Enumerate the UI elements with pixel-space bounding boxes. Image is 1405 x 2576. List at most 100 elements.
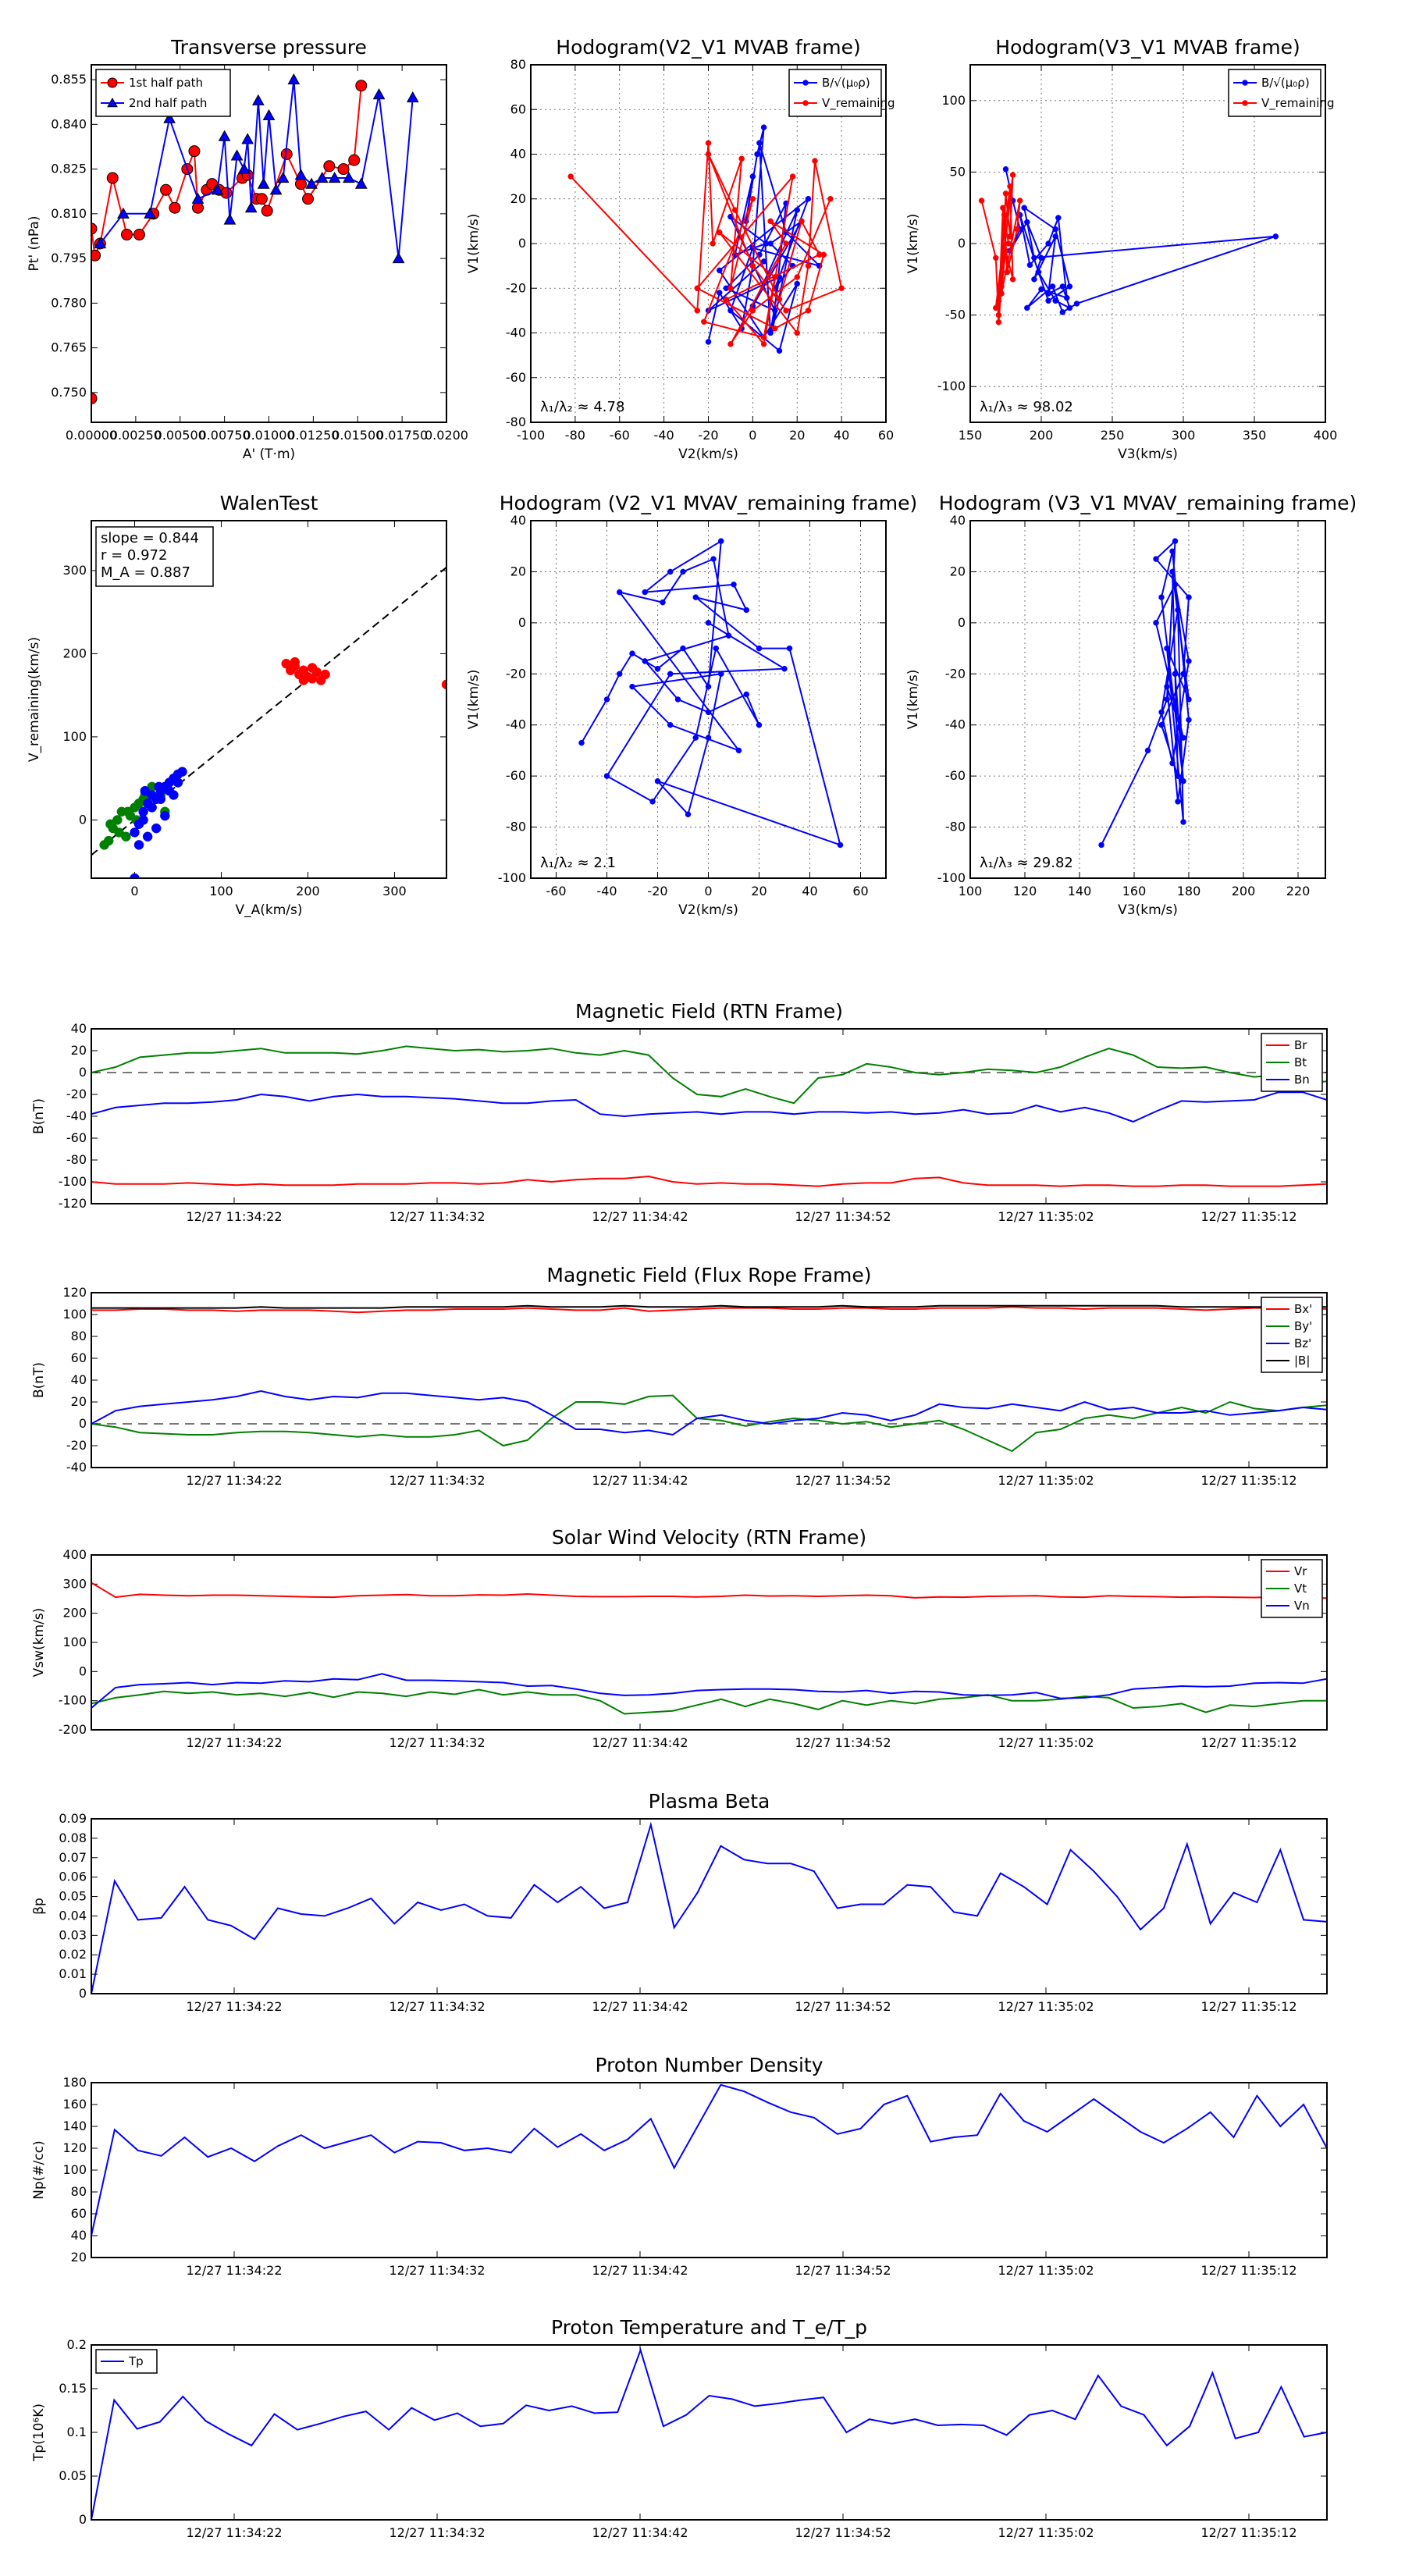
data-point — [287, 73, 301, 85]
legend-label: B/√(μ₀ρ) — [1261, 76, 1310, 90]
data-point — [1172, 538, 1179, 544]
y-tick-label: 0 — [79, 812, 87, 827]
data-point — [654, 777, 661, 785]
y-tick-label: 0.09 — [59, 1811, 87, 1826]
stats-line: slope = 0.844 — [101, 530, 199, 546]
series-Vn — [91, 1673, 1327, 1709]
data-point — [667, 721, 674, 728]
data-point — [731, 207, 738, 213]
x-tick-label: 0.01000 — [243, 428, 294, 443]
legend-label: By' — [1294, 1319, 1312, 1333]
data-point — [218, 130, 231, 141]
x-axis-label: V3(km/s) — [1118, 447, 1178, 462]
legend-label: Bx' — [1294, 1302, 1312, 1316]
y-tick-label: 0 — [79, 1663, 87, 1678]
y-tick-label: 0.05 — [59, 2468, 87, 2483]
plot-area — [1098, 538, 1192, 849]
legend-marker — [107, 97, 118, 108]
data-point — [783, 240, 789, 247]
plot-area — [91, 1045, 1327, 1187]
series-Np — [91, 2083, 1327, 2236]
data-point — [237, 162, 251, 174]
x-tick-label: 12/27 11:34:22 — [186, 2525, 282, 2540]
data-point — [133, 840, 144, 850]
data-point — [567, 173, 574, 180]
chart-p4: WalenTest 0 100 200 300 0 100 200 300 V_A(km/s) V_… — [27, 492, 447, 918]
data-point — [998, 290, 1005, 297]
data-point — [323, 160, 336, 173]
y-axis-label: Vsw(km/s) — [31, 1608, 47, 1678]
y-axis-label: βp — [31, 1898, 47, 1915]
y-tick-label: -60 — [506, 370, 526, 385]
data-point — [1014, 226, 1020, 233]
chart-title: Proton Number Density — [596, 2054, 823, 2076]
data-point — [1158, 709, 1165, 716]
data-point — [140, 785, 151, 796]
data-point — [727, 308, 734, 314]
y-tick-label: -60 — [945, 768, 966, 783]
data-point — [328, 172, 341, 183]
y-tick-label: 20 — [71, 2250, 87, 2265]
x-tick-label: 12/27 11:34:52 — [795, 1209, 891, 1224]
data-point — [1175, 799, 1181, 805]
y-tick-label: 100 — [62, 1635, 87, 1649]
y-tick-label: 400 — [62, 1547, 87, 1562]
x-tick-label: 12/27 11:35:02 — [998, 2525, 1094, 2540]
data-point — [230, 149, 244, 161]
data-point — [1045, 297, 1051, 304]
series-line — [91, 1582, 1327, 1599]
y-tick-label: 0.2 — [67, 2337, 87, 2352]
data-point — [767, 329, 774, 336]
chart-t1: Magnetic Field (RTN Frame) -120 -100 -80 -60… — [31, 1000, 1328, 1224]
data-point — [1052, 226, 1058, 233]
data-point — [91, 392, 98, 404]
y-tick-label: 0.03 — [59, 1927, 87, 1942]
data-point — [315, 172, 329, 183]
data-point — [731, 582, 737, 588]
legend-label: Vr — [1294, 1564, 1307, 1578]
data-point — [1153, 620, 1159, 626]
data-point — [1045, 240, 1051, 247]
series-V_remaining — [978, 172, 1023, 326]
legend-label: V_remaining — [1261, 96, 1335, 111]
chart-p5: Hodogram (V2_V1 MVAV_remaining frame) -10… — [466, 492, 917, 918]
data-point — [320, 669, 330, 680]
data-point — [294, 178, 307, 190]
data-point — [756, 140, 763, 146]
data-point — [169, 201, 181, 214]
data-point — [642, 658, 648, 664]
x-tick-label: 12/27 11:34:32 — [389, 1735, 485, 1750]
legend-marker — [107, 77, 118, 88]
data-point — [337, 163, 350, 176]
y-tick-label: 40 — [71, 1372, 87, 1387]
y-tick-label: 0.840 — [51, 116, 87, 131]
series-2nd half path — [94, 73, 419, 264]
y-tick-label: 20 — [71, 1043, 87, 1058]
y-tick-label: -20 — [506, 666, 526, 681]
data-point — [1026, 262, 1033, 269]
y-tick-label: 0.06 — [59, 1870, 87, 1884]
x-tick-label: -60 — [610, 428, 630, 443]
series-Tp — [91, 2347, 1327, 2520]
legend-label: Bt — [1294, 1055, 1307, 1069]
eigenvalue-ratio-label: λ₁/λ₃ ≈ 98.02 — [980, 399, 1073, 415]
data-point — [1158, 594, 1165, 600]
data-point — [578, 739, 585, 746]
data-point — [667, 568, 674, 575]
data-point — [1038, 286, 1044, 293]
legend-label: Tp — [128, 2354, 144, 2368]
x-tick-label: 0.00750 — [199, 428, 251, 443]
chart-title: Hodogram(V3_V1 MVAB frame) — [995, 36, 1300, 59]
x-tick-label: 40 — [802, 884, 817, 898]
x-tick-label: 0 — [749, 428, 756, 443]
data-point — [1175, 773, 1181, 779]
grid — [531, 521, 886, 878]
data-point — [705, 683, 712, 690]
data-point — [1001, 212, 1008, 219]
x-tick-label: 20 — [789, 428, 805, 443]
data-point — [1164, 683, 1170, 690]
y-tick-label: 60 — [510, 101, 526, 116]
x-tick-label: 180 — [1177, 884, 1201, 898]
x-tick-label: 12/27 11:34:52 — [795, 2263, 891, 2278]
data-point — [1045, 290, 1051, 297]
